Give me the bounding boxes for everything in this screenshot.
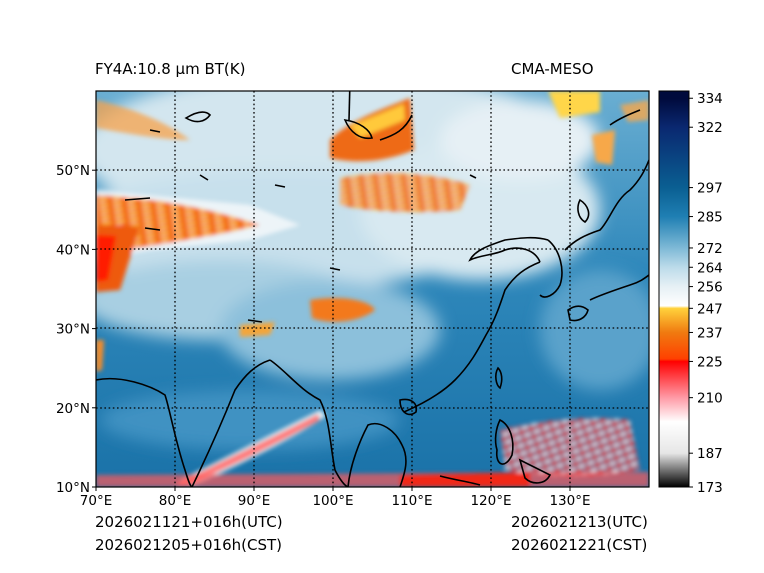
colorbar-tick-label: 237 [697, 325, 723, 341]
colorbar-tick-label: 322 [697, 120, 723, 136]
init-time-cst: 2026021205+016h(CST) [95, 536, 283, 554]
colorbar-tick-label: 173 [697, 480, 723, 496]
colorbar-tick-label: 225 [697, 354, 723, 370]
colorbar-tick-label: 264 [697, 260, 723, 276]
lat-tick-label: 10°N [56, 480, 90, 496]
graticule [96, 91, 649, 487]
map-axis-ticks: 70°E 80°E 90°E 100°E 110°E 120°E 130°E 10°N 20°N… [56, 163, 591, 509]
model-name: CMA-MESO [511, 60, 594, 78]
colorbar-tick-label: 272 [697, 241, 723, 257]
map-frame [95, 90, 650, 488]
lat-tick-label: 50°N [56, 163, 90, 179]
colorbar-tick-label: 256 [697, 280, 723, 296]
colorbar-tick-label: 247 [697, 301, 723, 317]
map-title: FY4A:10.8 μm BT(K) [95, 60, 246, 78]
coastlines [96, 91, 649, 487]
init-time-utc: 2026021121+016h(UTC) [95, 513, 283, 531]
colorbar-ticks: 173 187 210 225 237 247 256 264 272 285 297 322 334 [689, 91, 723, 496]
lon-tick-label: 70°E [80, 493, 112, 509]
lon-tick-label: 90°E [238, 493, 270, 509]
lat-tick-label: 20°N [56, 401, 90, 417]
lon-tick-label: 100°E [312, 493, 353, 509]
colorbar-tick-label: 297 [697, 181, 723, 197]
colorbar-tick-label: 187 [697, 446, 723, 462]
lon-tick-label: 110°E [391, 493, 432, 509]
colorbar [659, 91, 689, 487]
lat-tick-label: 40°N [56, 242, 90, 258]
lat-tick-label: 30°N [56, 322, 90, 338]
colorbar-tick-label: 210 [697, 391, 723, 407]
colorbar-frame [658, 90, 690, 488]
colorbar-tick-label: 334 [697, 91, 723, 107]
lon-tick-label: 120°E [470, 493, 511, 509]
valid-time-utc: 2026021213(UTC) [511, 513, 648, 531]
lon-tick-label: 80°E [159, 493, 191, 509]
lon-tick-label: 130°E [549, 493, 590, 509]
brightness-temperature-field [96, 91, 649, 487]
valid-time-cst: 2026021221(CST) [511, 536, 648, 554]
colorbar-tick-label: 285 [697, 210, 723, 226]
